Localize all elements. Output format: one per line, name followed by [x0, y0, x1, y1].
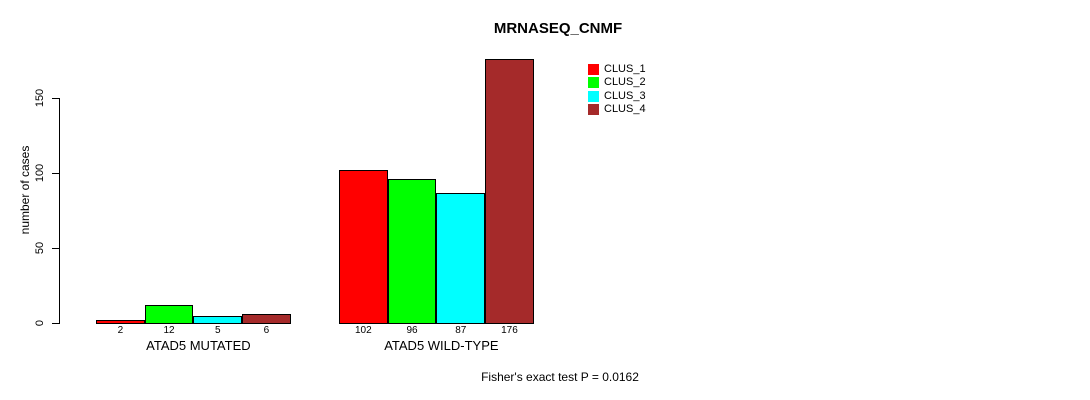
x-category-label: ATAD5 WILD-TYPE: [384, 338, 499, 353]
y-axis-tick-label: 0: [34, 319, 46, 327]
legend-label: CLUS_4: [604, 103, 646, 116]
bar-value-label: 12: [163, 325, 175, 336]
legend-entry: CLUS_4: [588, 103, 646, 116]
legend-swatch-icon: [588, 104, 599, 116]
bar-value-label: 6: [263, 325, 270, 336]
bar-CLUS_1: [339, 170, 388, 324]
legend-swatch-icon: [588, 64, 599, 76]
y-axis-tick-label: 150: [34, 88, 46, 108]
bar-value-label: 102: [355, 325, 372, 336]
bar-value-label: 2: [117, 325, 124, 336]
legend-entry: CLUS_2: [588, 76, 646, 89]
y-axis: [59, 98, 60, 324]
y-axis-tick-label: 50: [34, 241, 46, 255]
legend-label: CLUS_2: [604, 76, 646, 89]
y-axis-label: number of cases: [18, 145, 32, 235]
bar-CLUS_2: [144, 305, 194, 324]
y-axis-tick: [52, 323, 59, 324]
bar-CLUS_4: [242, 314, 291, 324]
legend-swatch-icon: [588, 90, 599, 102]
bar-value-label: 176: [501, 325, 518, 336]
legend-entry: CLUS_1: [588, 63, 646, 76]
bar-value-label: 96: [406, 325, 418, 336]
legend: CLUS_1 CLUS_2 CLUS_3 CLUS_4: [588, 63, 646, 116]
bar-CLUS_1: [96, 320, 145, 324]
legend-label: CLUS_3: [604, 89, 646, 102]
bar-value-label: 5: [214, 325, 221, 336]
y-axis-tick: [52, 248, 59, 249]
bar-CLUS_3: [193, 315, 243, 324]
y-axis-tick: [52, 98, 59, 99]
legend-entry: CLUS_3: [588, 90, 646, 103]
bar-CLUS_3: [436, 192, 486, 324]
chart-title: MRNASEQ_CNMF: [493, 20, 623, 37]
legend-swatch-icon: [588, 77, 599, 89]
bar-value-label: 87: [455, 325, 467, 336]
x-category-label: ATAD5 MUTATED: [146, 338, 251, 353]
bar-CLUS_4: [485, 59, 534, 324]
y-axis-tick: [52, 173, 59, 174]
stats-caption: Fisher's exact test P = 0.0162: [481, 370, 639, 384]
bar-CLUS_2: [387, 179, 437, 324]
y-axis-tick-label: 100: [34, 163, 46, 183]
legend-label: CLUS_1: [604, 63, 646, 76]
